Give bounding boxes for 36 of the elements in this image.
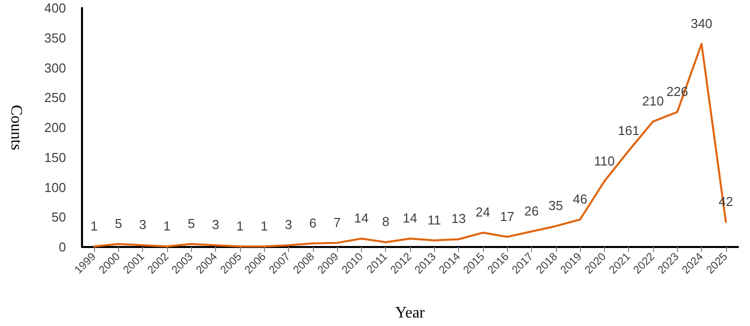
y-tick-label: 300 (44, 60, 66, 76)
data-label: 46 (572, 192, 588, 207)
data-label: 3 (212, 217, 220, 232)
data-label: 5 (188, 216, 195, 232)
data-label: 3 (284, 217, 292, 232)
y-tick-label: 250 (44, 90, 66, 106)
data-label: 210 (642, 94, 664, 109)
data-label: 1 (163, 218, 171, 234)
y-axis-title: Counts (8, 104, 24, 150)
y-tick-label: 400 (44, 0, 66, 16)
data-label: 11 (428, 212, 442, 228)
y-tick-label: 50 (52, 210, 66, 225)
data-label: 161 (618, 122, 640, 138)
y-tick-label: 150 (44, 150, 66, 165)
y-tick-label: 0 (58, 240, 66, 254)
data-label: 7 (333, 214, 341, 230)
data-label: 3 (139, 217, 146, 232)
y-tick-label: 100 (44, 180, 66, 195)
data-label: 35 (548, 198, 564, 214)
data-label: 340 (690, 16, 712, 31)
data-label: 26 (524, 203, 539, 218)
data-label: 1 (90, 218, 98, 234)
data-label: 24 (476, 204, 490, 220)
data-label: 8 (382, 214, 390, 230)
data-label: 110 (594, 153, 615, 168)
data-label: 1 (260, 218, 268, 234)
y-tick-label: 350 (44, 30, 66, 46)
y-tick-label: 200 (44, 120, 66, 135)
data-label: 13 (451, 211, 466, 226)
data-label: 1 (236, 218, 244, 234)
data-label: 5 (114, 216, 122, 232)
x-axis-title: Year (395, 304, 426, 322)
data-label: 6 (309, 215, 316, 230)
data-label: 17 (500, 208, 514, 224)
data-label: 14 (354, 210, 369, 226)
data-label: 14 (402, 210, 418, 226)
